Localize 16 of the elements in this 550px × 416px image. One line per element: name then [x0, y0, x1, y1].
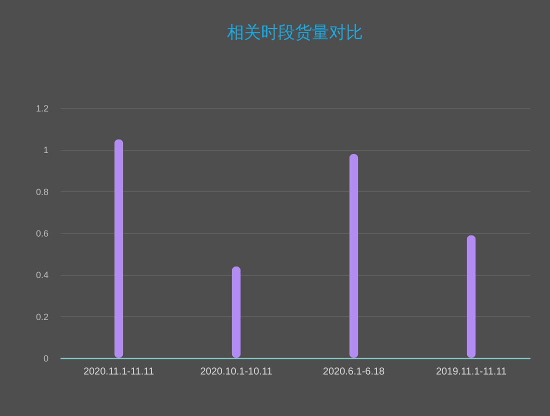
- bar: [232, 266, 241, 358]
- chart-title: 相关时段货量对比: [227, 23, 363, 43]
- y-tick-label: 1: [43, 145, 48, 156]
- y-tick-label: 0.8: [36, 186, 48, 197]
- bar: [114, 139, 124, 358]
- y-tick-label: 1.2: [36, 104, 48, 114]
- x-tick-label: 2019.11.1-11.11: [436, 366, 507, 378]
- x-tick-label: 2020.6.1-6.18: [322, 366, 386, 378]
- y-tick-label: 0.6: [36, 228, 48, 238]
- bar: [466, 235, 476, 358]
- y-tick-label: 0.4: [36, 270, 48, 280]
- bar: [349, 154, 358, 358]
- y-tick-label: 0: [43, 354, 48, 364]
- x-tick-label: 2020.11.1-11.11: [83, 366, 154, 378]
- x-tick-label: 2020.10.1-10.11: [200, 366, 273, 378]
- y-tick-label: 0.2: [36, 312, 48, 322]
